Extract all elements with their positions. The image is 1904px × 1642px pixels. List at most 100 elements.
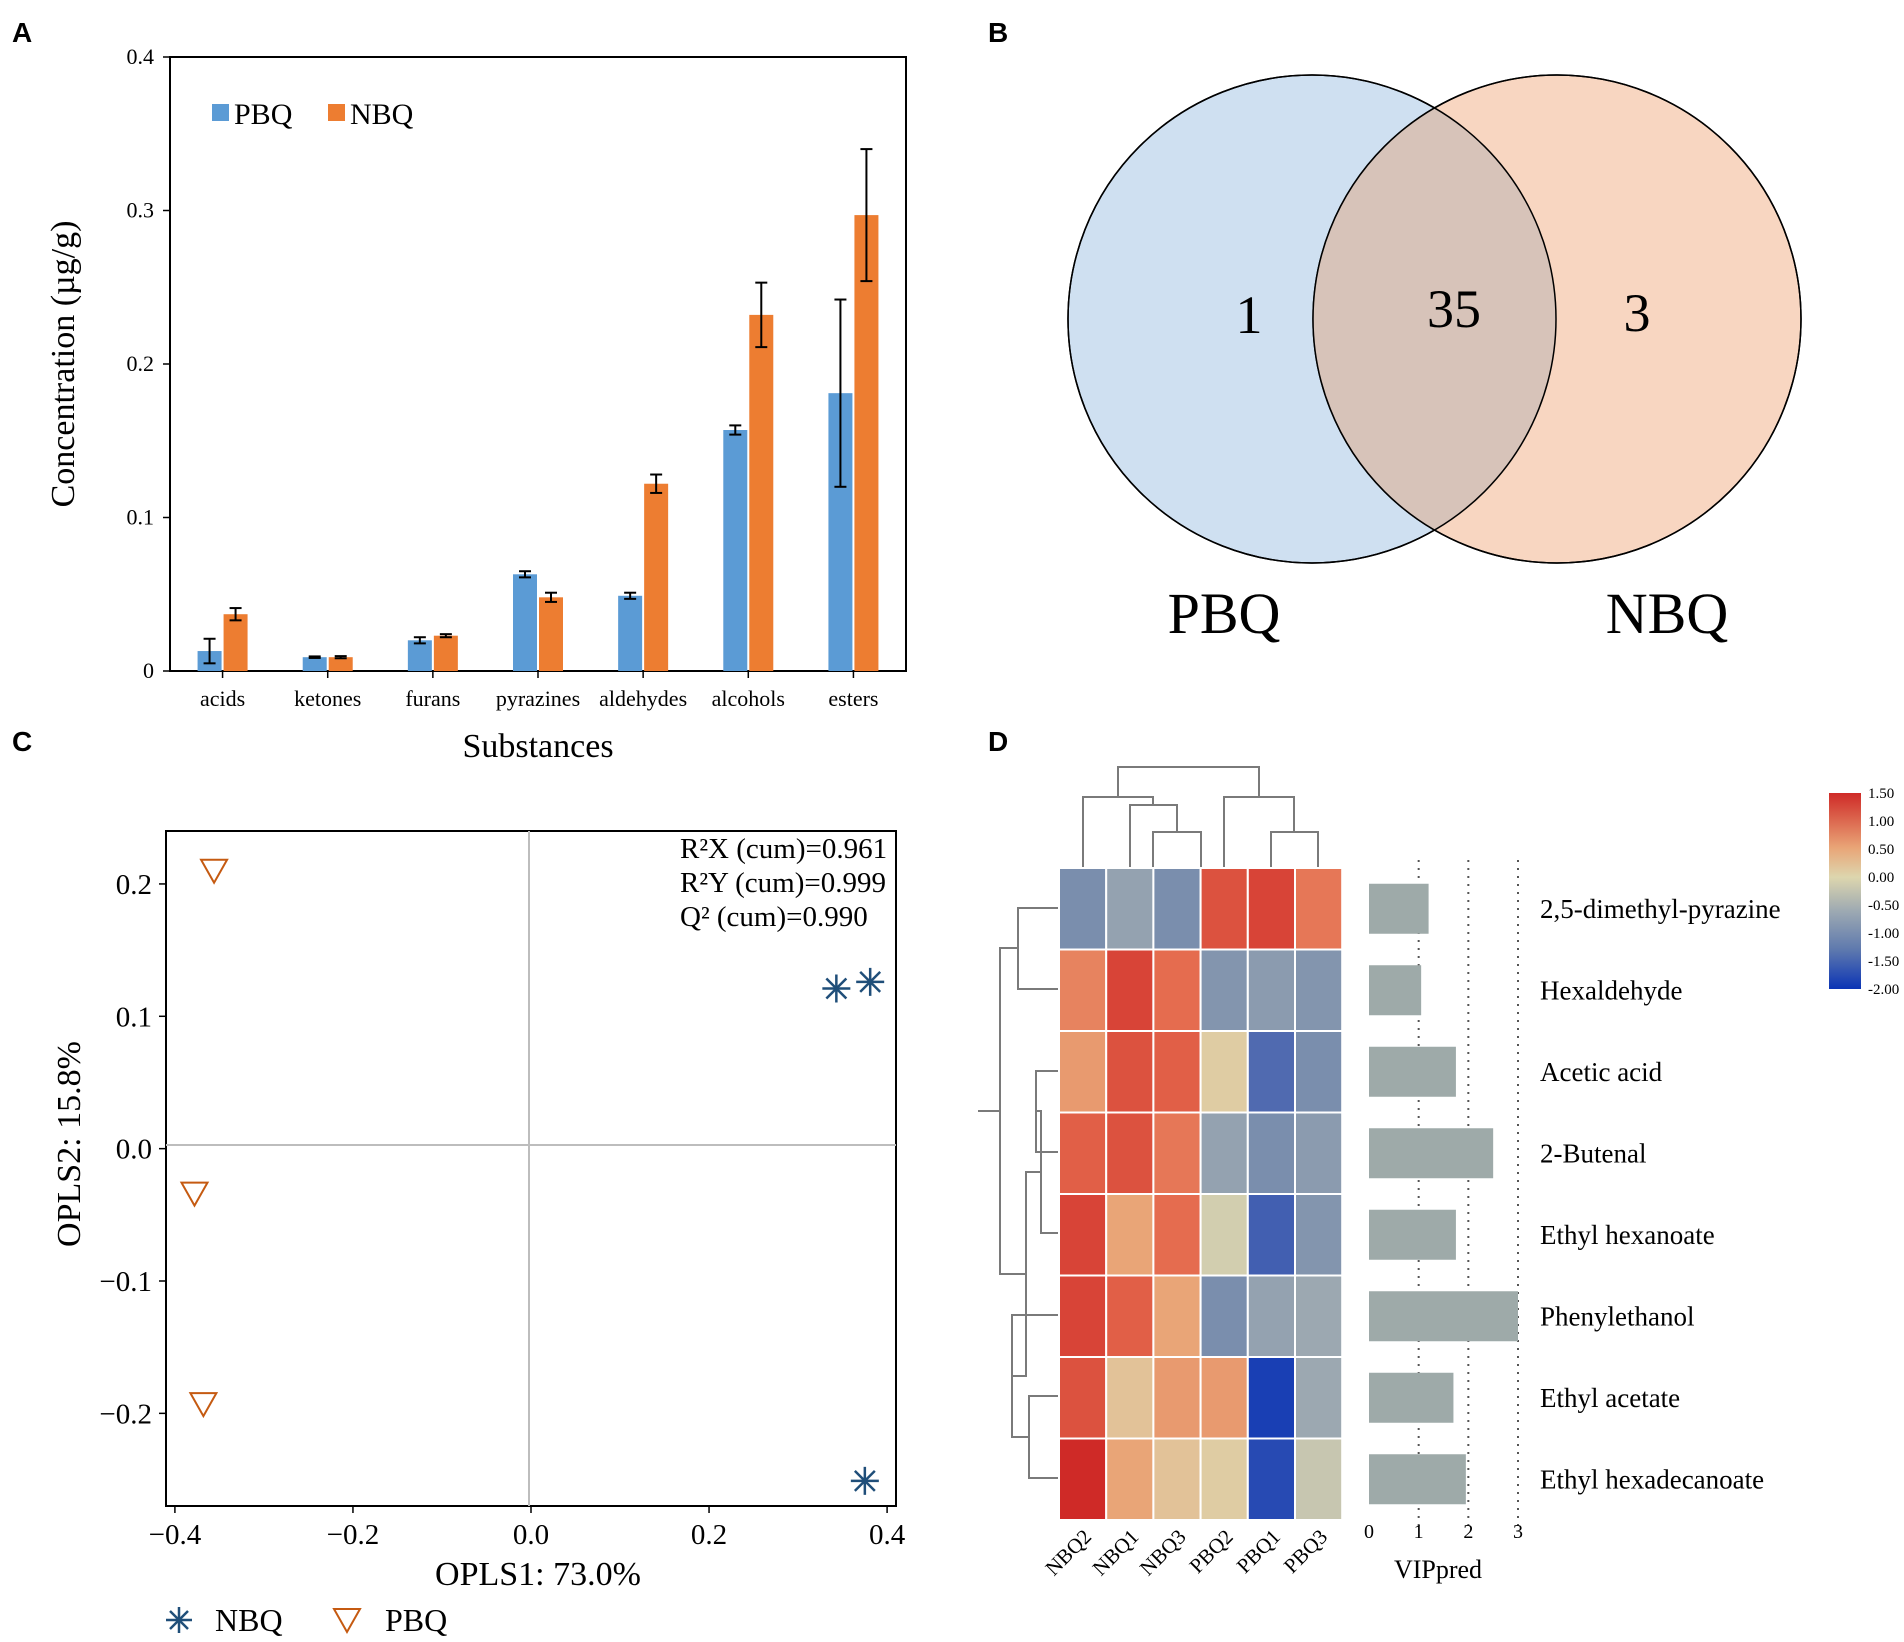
vip-axis-label: VIPpred [1394, 1555, 1482, 1584]
y-tick-label: 0.2 [116, 869, 152, 901]
y-tick-label: 0 [143, 658, 154, 683]
heatmap-cell [1152, 1193, 1202, 1277]
vip-tick-label: 0 [1364, 1521, 1374, 1543]
row-label: Acetic acid [1540, 1057, 1663, 1087]
x-axis-label: Substances [462, 728, 613, 765]
error-bar-pbq [624, 591, 637, 600]
venn-panel: 1 35 3 PBQ NBQ [1067, 74, 1802, 646]
legend: NBQ PBQ [166, 1602, 447, 1638]
column-label: PBQ1 [1232, 1525, 1285, 1578]
bar-pbq [723, 430, 748, 671]
vip-bars: 0 1 2 3 [1364, 860, 1523, 1543]
heatmap-cell [1105, 1356, 1155, 1440]
column-label: NBQ2 [1040, 1525, 1096, 1581]
row-label: Ethyl hexadecanoate [1540, 1464, 1764, 1494]
heatmap-cell [1199, 948, 1249, 1032]
column-label: NBQ1 [1088, 1525, 1144, 1581]
bar-nbq [749, 314, 774, 671]
vip-bar [1369, 1372, 1454, 1423]
x-tick-label: pyrazines [496, 686, 580, 711]
colorbar-tick-label: -1.50 [1868, 954, 1899, 970]
y-axis: 0 0.1 0.2 0.3 0.4 [127, 44, 170, 683]
colorbar-ticks: 1.50 1.00 0.50 0.00 -0.50 -1.00 -1.50 -2.00 [1868, 786, 1899, 998]
heatmap-cell [1246, 1437, 1297, 1521]
heatmap-cells [1058, 867, 1344, 1521]
heatmap-cell [1199, 1193, 1249, 1277]
colorbar-tick-label: -0.50 [1868, 898, 1899, 914]
heatmap-cell [1058, 1274, 1108, 1358]
colorbar-tick-label: 0.50 [1868, 842, 1894, 858]
x-tick-label: −0.2 [327, 1519, 380, 1551]
heatmap-cell [1058, 948, 1108, 1032]
panel-label-c: C [12, 726, 32, 757]
bar-nbq [539, 597, 563, 671]
error-bar-pbq [519, 570, 531, 579]
vip-bar [1369, 1209, 1456, 1260]
legend-marker-nbq [166, 1607, 192, 1633]
error-bar-nbq [334, 655, 347, 660]
point-pbq [199, 858, 229, 885]
heatmap-cell [1199, 1356, 1249, 1440]
heatmap-cell [1105, 1193, 1155, 1277]
error-bar-pbq [729, 424, 742, 436]
heatmap-cell [1199, 1030, 1249, 1114]
legend-swatch-pbq [212, 104, 229, 121]
x-axis: −0.4 −0.2 0.0 0.2 0.4 [149, 1506, 906, 1551]
column-dendrogram [1082, 766, 1319, 868]
legend-label-pbq: PBQ [385, 1602, 447, 1638]
vip-tick-label: 3 [1513, 1521, 1523, 1543]
y-tick-label: 0.3 [127, 198, 155, 223]
column-label: NBQ3 [1135, 1525, 1191, 1581]
row-labels: 2,5-dimethyl-pyrazine Hexaldehyde Acetic a… [1540, 894, 1781, 1495]
x-tick-label: 0.0 [513, 1519, 549, 1551]
vip-bar [1369, 1128, 1494, 1179]
heatmap-cell [1246, 948, 1297, 1032]
heatmap-cell [1294, 867, 1344, 951]
heatmap-cell [1105, 1274, 1155, 1358]
y-tick-label: 0.0 [116, 1134, 152, 1166]
point-pbq [188, 1392, 219, 1419]
error-bar-nbq [545, 591, 557, 603]
bar-nbq [644, 483, 669, 671]
vip-bar [1369, 1454, 1466, 1505]
heatmap-cell [1199, 1111, 1249, 1195]
row-dendrogram [978, 907, 1059, 1479]
marker-stroke [859, 970, 882, 993]
heatmap-cell [1152, 1437, 1202, 1521]
bar-nbq [223, 614, 248, 671]
legend-label-nbq: NBQ [215, 1602, 283, 1638]
heatmap-cell [1294, 1111, 1344, 1195]
heatmap-cell [1246, 1111, 1297, 1195]
heatmap-cell [1199, 1274, 1249, 1358]
colorbar-tick-label: 1.00 [1868, 814, 1894, 830]
x-tick-label: aldehydes [599, 686, 687, 711]
venn-count-shared: 35 [1427, 279, 1481, 339]
colorbar-tick-label: 0.00 [1868, 870, 1894, 886]
heatmap-cell [1105, 1030, 1155, 1114]
heatmap-cell [1105, 948, 1155, 1032]
point-nbq [850, 1466, 879, 1495]
point-nbq [822, 974, 851, 1003]
heatmap-cell [1294, 1274, 1344, 1358]
venn-outline-pbq [1067, 74, 1557, 564]
colorbar-tick-label: 1.50 [1868, 786, 1894, 802]
heatmap-cell [1294, 1356, 1344, 1440]
y-axis-label: Concentration (µg/g) [45, 221, 82, 508]
heatmap-cell [1058, 1030, 1108, 1114]
heatmap-cell [1246, 1356, 1297, 1440]
marker-stroke [853, 1469, 876, 1492]
annotation-r2x: R²X (cum)=0.961 [680, 833, 887, 865]
annotation-q2: Q² (cum)=0.990 [680, 901, 868, 933]
y-tick-label: −0.2 [99, 1398, 152, 1430]
x-tick-label: −0.4 [149, 1519, 202, 1551]
bar-pbq [302, 657, 327, 671]
x-tick-label: furans [405, 686, 460, 711]
heatmap-cell [1152, 1111, 1202, 1195]
colorbar-tick-label: -1.00 [1868, 926, 1899, 942]
venn-outline-nbq [1312, 74, 1802, 564]
error-bar-nbq [860, 148, 873, 283]
vip-bar [1369, 965, 1422, 1016]
bar-chart-panel: 0 0.1 0.2 0.3 0.4 acids ketones furans pyrazine… [45, 44, 907, 765]
